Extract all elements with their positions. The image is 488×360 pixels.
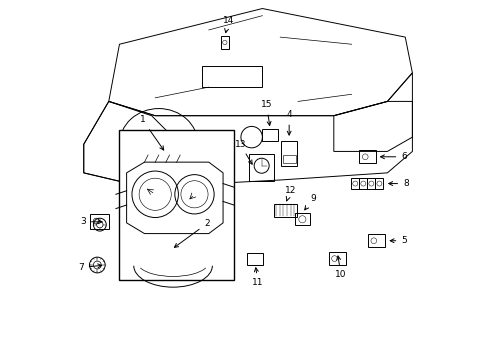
Text: 13: 13 <box>234 140 252 164</box>
Text: 1: 1 <box>140 116 163 150</box>
Text: 7: 7 <box>78 263 102 272</box>
Text: 6: 6 <box>380 152 406 161</box>
Text: 11: 11 <box>252 268 264 287</box>
Text: 9: 9 <box>304 194 316 210</box>
Text: 2: 2 <box>174 219 209 247</box>
Text: 8: 8 <box>388 179 408 188</box>
Text: 4: 4 <box>286 111 291 135</box>
FancyBboxPatch shape <box>119 130 233 280</box>
Text: 5: 5 <box>389 236 406 245</box>
Text: 3: 3 <box>80 217 102 226</box>
Text: 10: 10 <box>334 256 346 279</box>
Text: 12: 12 <box>284 186 295 201</box>
Text: 15: 15 <box>261 100 272 125</box>
Text: 14: 14 <box>222 16 234 33</box>
